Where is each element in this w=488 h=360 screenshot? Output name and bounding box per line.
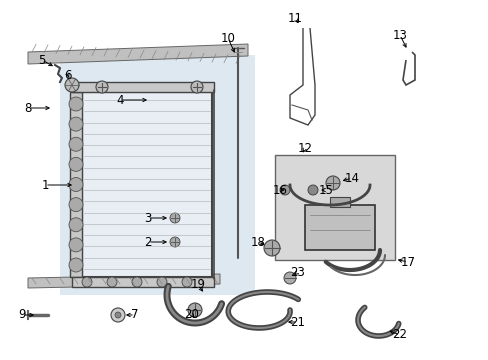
Text: 14: 14 [344,171,359,185]
Text: 12: 12 [297,141,312,154]
Circle shape [284,272,295,284]
Text: 22: 22 [392,328,407,342]
Circle shape [111,308,125,322]
Circle shape [69,137,83,151]
Bar [72,277,214,287]
Circle shape [170,237,180,247]
Text: 11: 11 [287,12,302,24]
Circle shape [132,277,142,287]
Bar [274,155,394,260]
Circle shape [69,238,83,252]
Text: 19: 19 [190,279,205,292]
Circle shape [107,277,117,287]
Text: 3: 3 [144,212,151,225]
Text: 18: 18 [250,235,265,248]
Circle shape [69,97,83,111]
Text: 9: 9 [18,309,26,321]
Text: 2: 2 [144,235,151,248]
Text: 5: 5 [38,54,45,67]
Text: 4: 4 [116,94,123,107]
Circle shape [191,81,203,93]
Text: 10: 10 [220,32,235,45]
Circle shape [96,81,108,93]
Bar [82,92,212,277]
Text: 15: 15 [318,184,333,197]
Text: 20: 20 [184,309,199,321]
Text: 6: 6 [64,68,72,81]
Circle shape [157,277,167,287]
Circle shape [325,176,339,190]
Text: 17: 17 [400,256,415,269]
Circle shape [280,185,289,195]
Circle shape [69,198,83,212]
Text: 8: 8 [24,102,32,114]
Text: 13: 13 [392,28,407,41]
Bar [60,55,254,295]
Circle shape [69,117,83,131]
Text: 16: 16 [272,184,287,197]
Text: 23: 23 [290,266,305,279]
Circle shape [65,78,79,92]
Circle shape [170,213,180,223]
Circle shape [115,312,121,318]
Polygon shape [28,274,220,288]
Circle shape [182,277,192,287]
Polygon shape [28,44,247,64]
Circle shape [69,218,83,232]
Text: 1: 1 [41,179,49,192]
Text: 21: 21 [290,315,305,328]
Circle shape [307,185,317,195]
Circle shape [69,258,83,272]
Circle shape [82,277,92,287]
Circle shape [69,177,83,192]
Circle shape [69,157,83,171]
Bar [72,82,214,92]
Circle shape [264,240,280,256]
Bar [329,197,349,207]
Circle shape [187,303,202,317]
Bar [305,205,374,250]
Text: 7: 7 [131,309,139,321]
Bar [70,92,82,277]
